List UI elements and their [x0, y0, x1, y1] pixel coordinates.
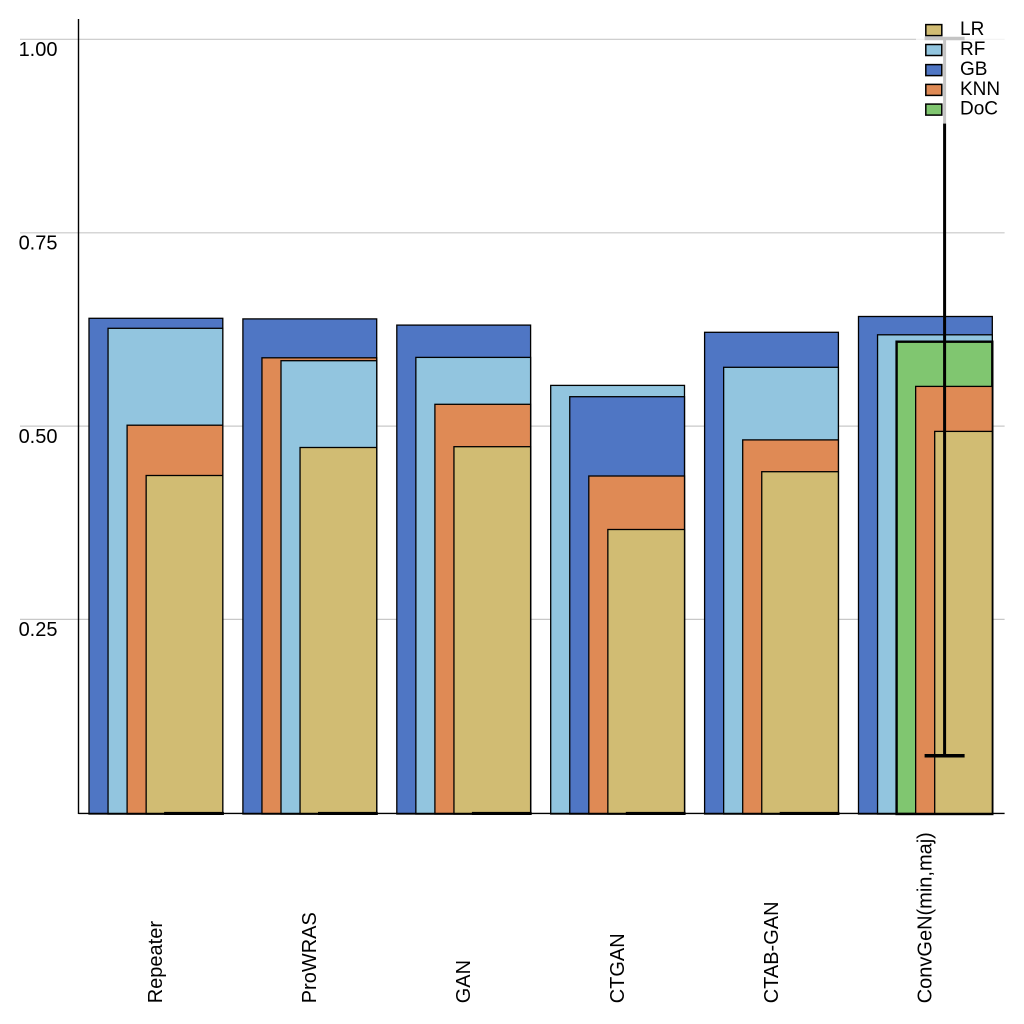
svg-text:GAN: GAN	[453, 960, 475, 1003]
svg-text:1.00: 1.00	[19, 39, 58, 61]
svg-text:DoC: DoC	[960, 99, 998, 120]
svg-text:GB: GB	[960, 59, 987, 80]
svg-text:0.25: 0.25	[19, 619, 58, 641]
svg-text:Repeater: Repeater	[145, 921, 167, 1004]
svg-text:LR: LR	[960, 19, 984, 40]
svg-text:0.75: 0.75	[19, 233, 58, 255]
svg-text:CTAB-GAN: CTAB-GAN	[761, 901, 783, 1003]
svg-text:KNN: KNN	[960, 79, 1000, 100]
svg-text:ConvGeN(min,maj): ConvGeN(min,maj)	[915, 832, 937, 1003]
svg-text:CTGAN: CTGAN	[607, 933, 629, 1003]
svg-text:0.50: 0.50	[19, 426, 58, 448]
svg-text:RF: RF	[960, 39, 985, 60]
svg-text:ProWRAS: ProWRAS	[299, 912, 321, 1003]
